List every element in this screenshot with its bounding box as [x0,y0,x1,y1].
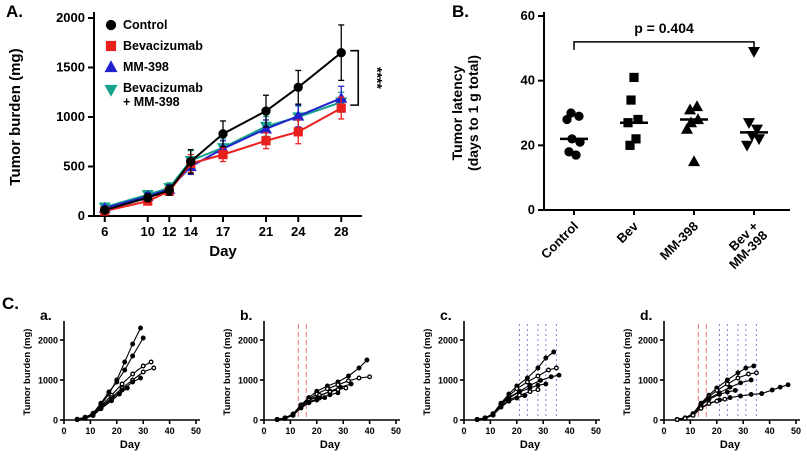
svg-text:Bev: Bev [614,218,642,246]
panel-c-chart-d: 0 1000 2000 0 10 20 30 40 50 Day Tumor burden (mg)… [622,307,801,451]
svg-text:14: 14 [184,224,199,239]
svg-text:Tumor burden (mg): Tumor burden (mg) [622,329,633,416]
svg-text:2000: 2000 [638,336,658,346]
svg-text:MM-398: MM-398 [657,219,701,263]
panel-b-label: B. [452,2,469,21]
svg-text:30: 30 [138,426,148,436]
svg-text:Day: Day [209,243,237,260]
svg-text:0: 0 [53,416,58,426]
svg-text:0: 0 [261,426,266,436]
svg-text:10: 10 [141,224,155,239]
svg-text:10: 10 [485,426,495,436]
svg-text:50: 50 [591,426,601,436]
svg-text:40: 40 [565,426,575,436]
svg-text:21: 21 [259,224,273,239]
svg-text:20: 20 [512,426,522,436]
svg-text:40: 40 [765,426,775,436]
svg-text:Day: Day [320,439,341,451]
svg-text:(days to 1 g total): (days to 1 g total) [465,55,481,171]
svg-text:30: 30 [538,426,548,436]
svg-text:Bev +MM-398: Bev +MM-398 [717,218,771,272]
svg-text:Tumor burden (mg): Tumor burden (mg) [422,329,433,416]
svg-text:500: 500 [63,159,85,174]
svg-text:p = 0.404: p = 0.404 [634,20,694,36]
svg-text:20: 20 [712,426,722,436]
svg-text:40: 40 [365,426,375,436]
svg-text:0: 0 [78,208,85,223]
svg-text:Bevacizumab: Bevacizumab [123,39,203,53]
svg-text:0: 0 [61,426,66,436]
svg-text:20: 20 [521,137,535,152]
svg-text:1000: 1000 [56,109,85,124]
svg-text:2000: 2000 [238,336,258,346]
svg-text:Control: Control [538,219,581,262]
svg-text:2000: 2000 [38,336,58,346]
svg-text:10: 10 [85,426,95,436]
svg-text:Tumor burden (mg): Tumor burden (mg) [22,329,33,416]
svg-text:12: 12 [162,224,176,239]
panel-c-chart-c: 0 1000 2000 0 10 20 30 40 50 Day Tumor burden (mg)… [422,307,601,451]
svg-text:50: 50 [191,426,201,436]
svg-text:Bevacizumab: Bevacizumab [123,81,203,95]
svg-text:2000: 2000 [438,336,458,346]
svg-text:0: 0 [653,416,658,426]
svg-text:10: 10 [685,426,695,436]
svg-text:1000: 1000 [638,376,658,386]
svg-text:Tumor latency: Tumor latency [449,65,465,160]
svg-text:0: 0 [253,416,258,426]
svg-text:17: 17 [216,224,230,239]
svg-text:Day: Day [520,439,541,451]
panel-b-tumor-latency-chart: 0 20 40 60 Tumor latency (days to 1 g total) C… [449,8,790,272]
svg-text:c.: c. [440,307,452,323]
svg-text:d.: d. [640,307,652,323]
svg-text:30: 30 [338,426,348,436]
svg-text:30: 30 [738,426,748,436]
svg-text:Day: Day [720,439,741,451]
svg-text:b.: b. [240,307,252,323]
svg-text:0: 0 [453,416,458,426]
svg-text:a.: a. [40,307,52,323]
panel-a-label: A. [6,2,23,21]
svg-text:MM-398: MM-398 [123,60,169,74]
svg-text:40: 40 [521,73,535,88]
panel-a-tumor-burden-chart: 0 500 1000 1500 2000 6 10 12 14 17 21 24 28 Day Tumor … [7,10,385,260]
svg-text:0: 0 [461,426,466,436]
svg-text:Day: Day [120,439,141,451]
svg-text:1000: 1000 [438,376,458,386]
panel-c-chart-b: 0 1000 2000 0 10 20 30 40 50 Day Tumor burden (mg)… [222,307,401,451]
svg-text:Tumor burden (mg): Tumor burden (mg) [222,329,233,416]
svg-text:60: 60 [521,8,535,23]
panel-c-chart-a: 0 1000 2000 0 10 20 30 40 50 Day Tumor burden (mg)… [22,307,201,451]
svg-text:+ MM-398: + MM-398 [123,95,180,109]
svg-text:1000: 1000 [238,376,258,386]
svg-text:50: 50 [791,426,801,436]
panel-c-label: C. [2,294,19,313]
svg-text:28: 28 [334,224,348,239]
svg-text:Control: Control [123,18,167,32]
svg-text:20: 20 [312,426,322,436]
svg-text:40: 40 [165,426,175,436]
svg-text:1500: 1500 [56,60,85,75]
svg-text:0: 0 [661,426,666,436]
svg-text:****: **** [369,67,385,89]
svg-text:24: 24 [291,224,306,239]
svg-text:1000: 1000 [38,376,58,386]
svg-text:20: 20 [112,426,122,436]
svg-text:Tumor burden (mg): Tumor burden (mg) [7,48,24,185]
svg-text:6: 6 [101,224,108,239]
svg-text:50: 50 [391,426,401,436]
svg-text:0: 0 [528,202,535,217]
svg-text:10: 10 [285,426,295,436]
svg-text:2000: 2000 [56,10,85,25]
